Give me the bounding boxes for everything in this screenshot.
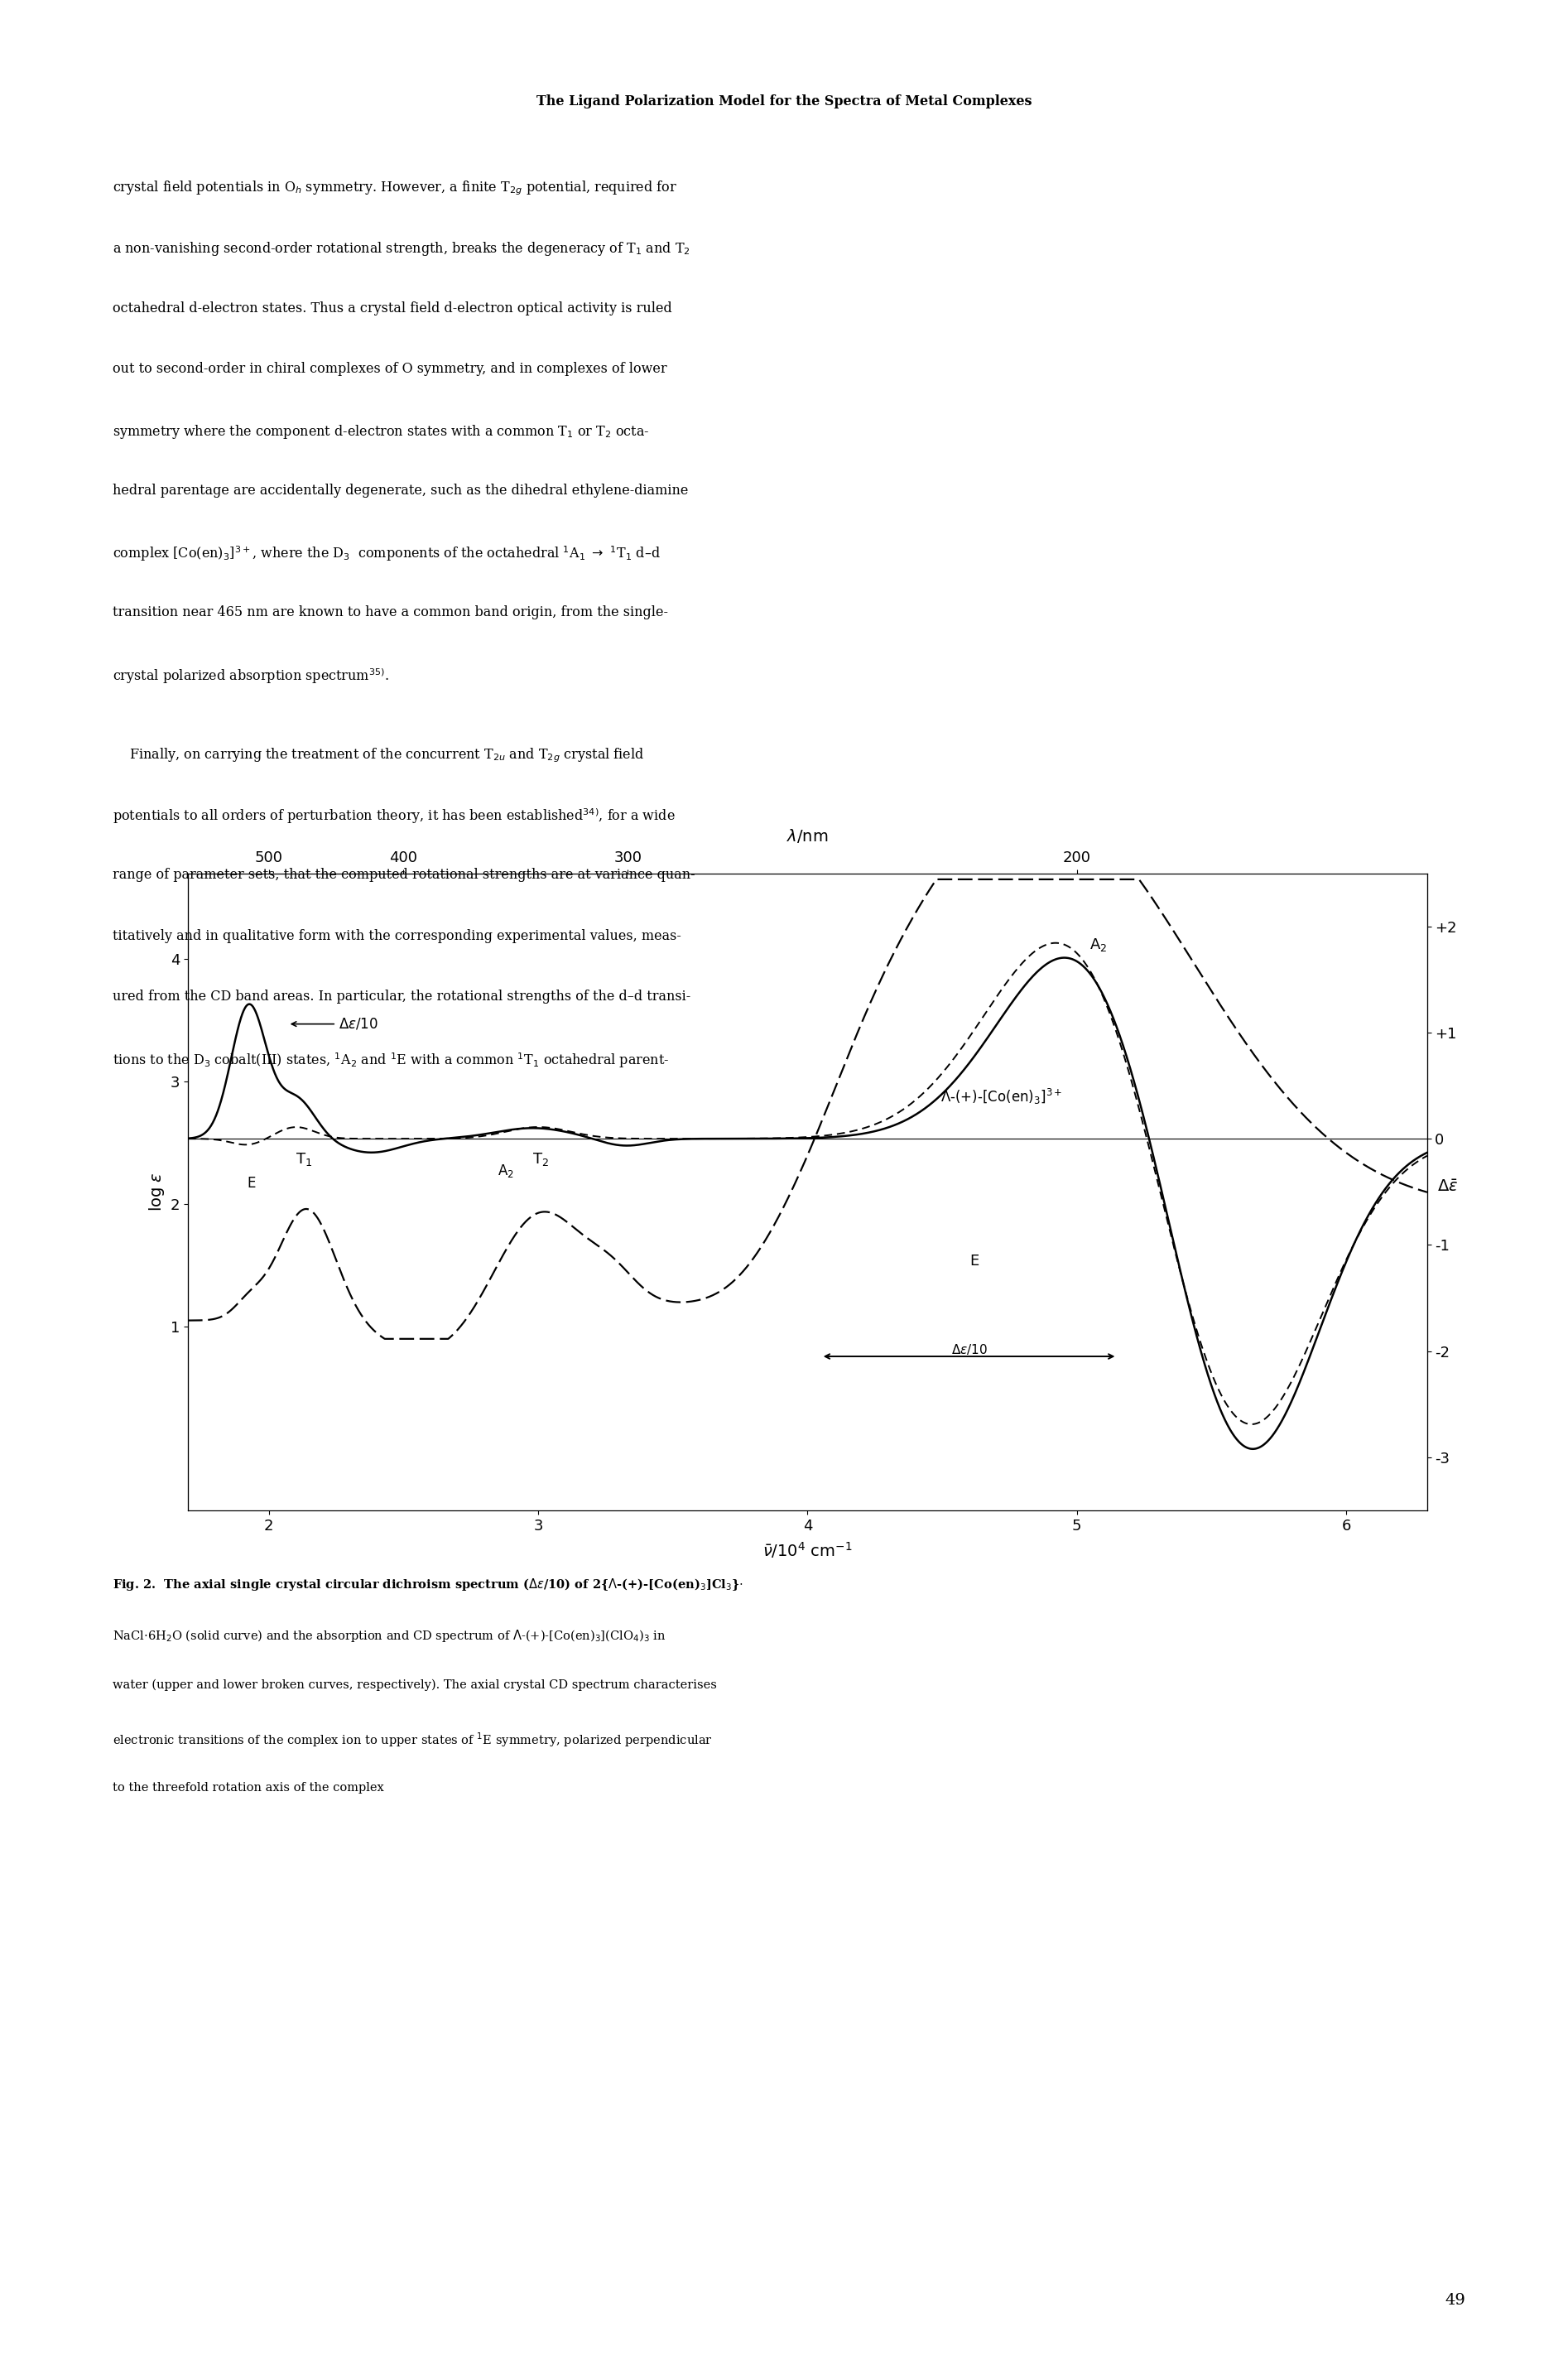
Text: T$_2$: T$_2$: [533, 1152, 549, 1168]
Text: $\Delta\varepsilon$/10: $\Delta\varepsilon$/10: [339, 1017, 379, 1031]
Text: Fig. 2.  The axial single crystal circular dichroism spectrum ($\Delta\varepsilo: Fig. 2. The axial single crystal circula…: [113, 1576, 743, 1593]
Text: electronic transitions of the complex ion to upper states of $^1$E symmetry, pol: electronic transitions of the complex io…: [113, 1730, 713, 1749]
Text: titatively and in qualitative form with the corresponding experimental values, m: titatively and in qualitative form with …: [113, 930, 682, 944]
Text: crystal field potentials in O$_h$ symmetry. However, a finite T$_{2g}$ potential: crystal field potentials in O$_h$ symmet…: [113, 179, 677, 198]
Text: E: E: [248, 1175, 256, 1192]
Text: a non-vanishing second-order rotational strength, breaks the degeneracy of T$_1$: a non-vanishing second-order rotational …: [113, 241, 690, 257]
Text: water (upper and lower broken curves, respectively). The axial crystal CD spectr: water (upper and lower broken curves, re…: [113, 1680, 717, 1692]
Text: A$_2$: A$_2$: [497, 1161, 514, 1180]
Text: Finally, on carrying the treatment of the concurrent T$_{2u}$ and T$_{2g}$ cryst: Finally, on carrying the treatment of th…: [113, 746, 644, 765]
Text: out to second-order in chiral complexes of O symmetry, and in complexes of lower: out to second-order in chiral complexes …: [113, 361, 668, 375]
Text: to the threefold rotation axis of the complex: to the threefold rotation axis of the co…: [113, 1782, 384, 1794]
Text: The Ligand Polarization Model for the Spectra of Metal Complexes: The Ligand Polarization Model for the Sp…: [536, 94, 1032, 109]
Text: T$_1$: T$_1$: [296, 1152, 312, 1168]
Text: $\Delta\bar{\varepsilon}$: $\Delta\bar{\varepsilon}$: [1436, 1180, 1458, 1194]
X-axis label: $\bar{\nu}$/10$^4$ cm$^{-1}$: $\bar{\nu}$/10$^4$ cm$^{-1}$: [762, 1541, 853, 1560]
Text: range of parameter sets, that the computed rotational strengths are at variance : range of parameter sets, that the comput…: [113, 868, 696, 883]
Text: E: E: [971, 1253, 978, 1267]
Y-axis label: log $\varepsilon$: log $\varepsilon$: [147, 1173, 166, 1211]
Text: crystal polarized absorption spectrum$^{35)}$.: crystal polarized absorption spectrum$^{…: [113, 666, 389, 684]
Text: $\Lambda$-(+)-[Co(en)$_3$]$^{3+}$: $\Lambda$-(+)-[Co(en)$_3$]$^{3+}$: [941, 1088, 1063, 1107]
Text: hedral parentage are accidentally degenerate, such as the dihedral ethylene-diam: hedral parentage are accidentally degene…: [113, 484, 688, 498]
Text: symmetry where the component d-electron states with a common T$_1$ or T$_2$ octa: symmetry where the component d-electron …: [113, 422, 649, 441]
Text: NaCl$\cdot$6H$_2$O (solid curve) and the absorption and CD spectrum of $\Lambda$: NaCl$\cdot$6H$_2$O (solid curve) and the…: [113, 1628, 666, 1643]
Text: octahedral d-electron states. Thus a crystal field d-electron optical activity i: octahedral d-electron states. Thus a cry…: [113, 302, 673, 316]
Text: tions to the D$_3$ cobalt(III) states, $^1$A$_2$ and $^1$E with a common $^1$T$_: tions to the D$_3$ cobalt(III) states, $…: [113, 1050, 670, 1069]
Text: A$_2$: A$_2$: [1090, 937, 1107, 953]
Text: complex [Co(en)$_3$]$^{3+}$, where the D$_3$  components of the octahedral $^1$A: complex [Co(en)$_3$]$^{3+}$, where the D…: [113, 545, 660, 564]
Text: ured from the CD band areas. In particular, the rotational strengths of the d–d : ured from the CD band areas. In particul…: [113, 989, 691, 1003]
Text: $\Delta\varepsilon$/10: $\Delta\varepsilon$/10: [950, 1343, 988, 1357]
Text: transition near 465 nm are known to have a common band origin, from the single-: transition near 465 nm are known to have…: [113, 607, 668, 621]
X-axis label: $\lambda$/nm: $\lambda$/nm: [787, 826, 828, 845]
Text: potentials to all orders of perturbation theory, it has been established$^{34)}$: potentials to all orders of perturbation…: [113, 807, 676, 826]
Text: 49: 49: [1444, 2294, 1466, 2308]
